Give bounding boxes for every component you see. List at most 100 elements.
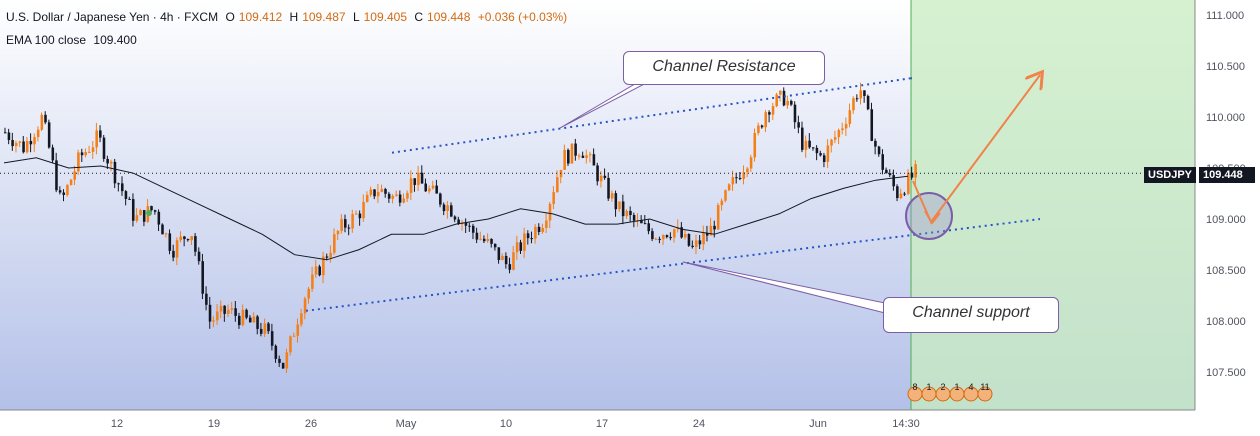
candle-body: [523, 233, 526, 251]
channel-support-callout[interactable]: Channel support: [883, 297, 1059, 333]
candle-body: [530, 238, 534, 240]
candle-body: [548, 203, 552, 221]
candle-body: [811, 147, 815, 149]
candle-body: [179, 236, 183, 241]
price-tag-symbol: USDJPY: [1148, 169, 1193, 181]
candle-body: [113, 161, 117, 184]
open-label: O: [225, 10, 235, 24]
candle-body: [775, 94, 778, 107]
candle-body: [833, 137, 837, 140]
y-tick-label: 107.500: [1206, 367, 1246, 379]
candle-body: [439, 193, 442, 205]
candle-body: [625, 210, 629, 217]
candle-body: [406, 192, 409, 199]
candle-body: [731, 177, 735, 185]
candle-body: [77, 152, 80, 172]
candle-body: [190, 236, 194, 241]
candle-body: [285, 352, 289, 369]
candle-body: [259, 328, 263, 334]
y-tick-label: 111.000: [1206, 10, 1244, 22]
candle-body: [486, 238, 490, 242]
candle-body: [563, 149, 566, 170]
candle-body: [596, 165, 599, 182]
candle-body: [387, 193, 391, 199]
candle-body: [691, 245, 694, 248]
candle-body: [36, 129, 40, 137]
candle-body: [779, 90, 782, 95]
candle-body: [376, 191, 380, 197]
candle-body: [172, 250, 175, 258]
candle-body: [782, 90, 786, 106]
candle-body: [888, 173, 892, 176]
candle-body: [183, 236, 186, 240]
candle-body: [526, 233, 530, 239]
candle-body: [380, 189, 384, 192]
channel-resistance-callout[interactable]: Channel Resistance: [623, 51, 825, 85]
candle-body: [570, 143, 574, 164]
candle-body: [29, 140, 33, 145]
candle-body: [117, 183, 120, 185]
candle-body: [142, 210, 146, 222]
candle-body: [234, 308, 237, 316]
candle-body: [519, 242, 523, 251]
candle-body: [311, 274, 314, 289]
candle-body: [599, 175, 603, 182]
candle-body: [344, 219, 347, 228]
candle-body: [33, 136, 36, 145]
candle-body: [654, 238, 658, 240]
x-tick-label: 24: [693, 418, 705, 430]
candle-body: [567, 149, 570, 164]
candle-body: [790, 100, 793, 105]
candle-body: [446, 205, 449, 212]
open-value: 109.412: [238, 10, 283, 24]
candle-body: [413, 178, 417, 185]
candle-body: [658, 238, 661, 240]
x-tick-label: Jun: [809, 418, 827, 430]
event-flag-icon: [977, 386, 993, 402]
candle-body: [270, 331, 274, 346]
candle-body: [365, 194, 369, 202]
symbol-legend: U.S. Dollar / Japanese Yen · 4h · FXCM O…: [6, 10, 571, 24]
candle-body: [409, 178, 413, 193]
candle-body: [161, 224, 164, 235]
candle-body: [841, 128, 844, 131]
candle-body: [870, 109, 874, 141]
candle-body: [694, 240, 698, 248]
candle-body: [7, 132, 11, 141]
candle-body: [194, 236, 197, 252]
candle-body: [453, 216, 457, 220]
indicator-legend[interactable]: EMA 100 close 109.400: [6, 33, 141, 47]
candle-body: [88, 151, 91, 153]
candle-body: [914, 164, 917, 178]
candle-body: [69, 179, 73, 186]
candle-body: [610, 193, 614, 199]
candle-body: [497, 247, 501, 261]
candle-body: [552, 192, 555, 204]
candle-body: [175, 240, 179, 258]
candle-body: [99, 130, 102, 138]
symbol-title: U.S. Dollar / Japanese Yen · 4h · FXCM: [6, 10, 219, 24]
candle-body: [709, 225, 713, 236]
x-tick-label: 26: [305, 418, 317, 430]
candle-body: [237, 315, 241, 326]
candle-body: [863, 90, 866, 96]
candle-body: [819, 153, 822, 156]
channel-support-label: Channel support: [912, 304, 1030, 321]
forecast-pivot-arrowhead: [924, 210, 941, 225]
candle-body: [219, 305, 223, 312]
candle-body: [91, 147, 95, 152]
candle-body: [727, 184, 731, 191]
candle-body: [450, 205, 453, 217]
candle-body: [245, 309, 248, 318]
candle-body: [632, 215, 636, 221]
candle-body: [296, 324, 300, 336]
candle-body: [128, 198, 131, 200]
candle-body: [223, 305, 226, 314]
candle-body: [336, 230, 340, 235]
candle-body: [263, 323, 267, 334]
candle-body: [256, 316, 259, 329]
candle-body: [40, 114, 44, 130]
candle-body: [248, 317, 252, 323]
